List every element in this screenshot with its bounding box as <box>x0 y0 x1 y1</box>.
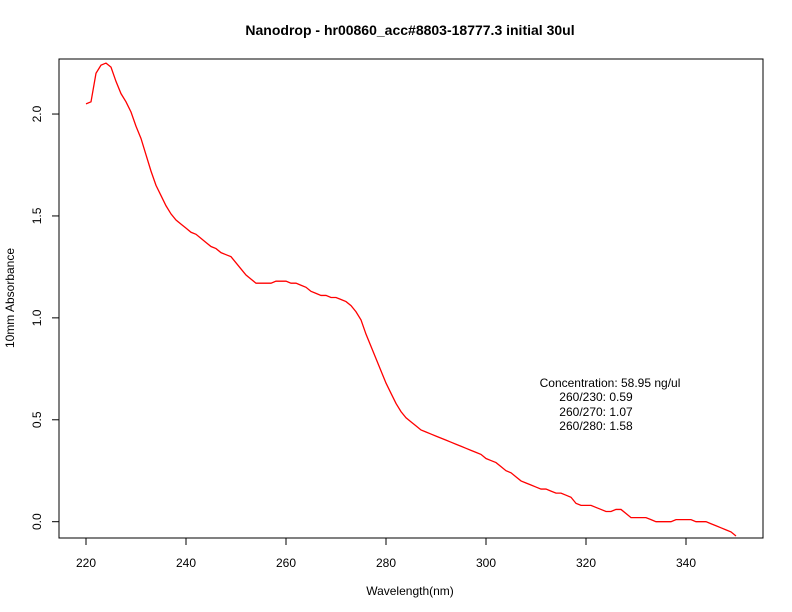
annotation-ratio-260-280: 260/280: 1.58 <box>559 419 633 433</box>
absorbance-series-line <box>85 62 737 537</box>
annotation-ratio-260-270: 260/270: 1.07 <box>559 405 633 419</box>
statistics-annotation: Concentration: 58.95 ng/ul 260/230: 0.59… <box>540 376 681 433</box>
y-tick-label: 1.0 <box>30 309 44 326</box>
x-axis-label: Wavelength(nm) <box>366 584 454 598</box>
y-tick-label: 1.5 <box>30 207 44 224</box>
chart-title: Nanodrop - hr00860_acc#8803-18777.3 init… <box>245 22 574 38</box>
x-tick-label: 240 <box>176 556 196 570</box>
x-tick-label: 280 <box>376 556 396 570</box>
x-tick-label: 260 <box>276 556 296 570</box>
x-tick-label: 320 <box>576 556 596 570</box>
y-axis: 0.0 0.5 1.0 1.5 2.0 <box>30 105 60 530</box>
annotation-ratio-260-230: 260/230: 0.59 <box>559 390 633 404</box>
x-tick-label: 220 <box>76 556 96 570</box>
y-tick-label: 0.5 <box>30 411 44 428</box>
y-axis-label: 10mm Absorbance <box>3 248 17 348</box>
x-tick-label: 300 <box>476 556 496 570</box>
x-tick-label: 340 <box>676 556 696 570</box>
annotation-concentration: Concentration: 58.95 ng/ul <box>540 376 681 390</box>
y-tick-label: 2.0 <box>30 105 44 122</box>
x-axis: 220 240 260 280 300 320 340 <box>76 537 696 570</box>
y-tick-label: 0.0 <box>30 513 44 530</box>
plot-frame <box>58 58 764 539</box>
